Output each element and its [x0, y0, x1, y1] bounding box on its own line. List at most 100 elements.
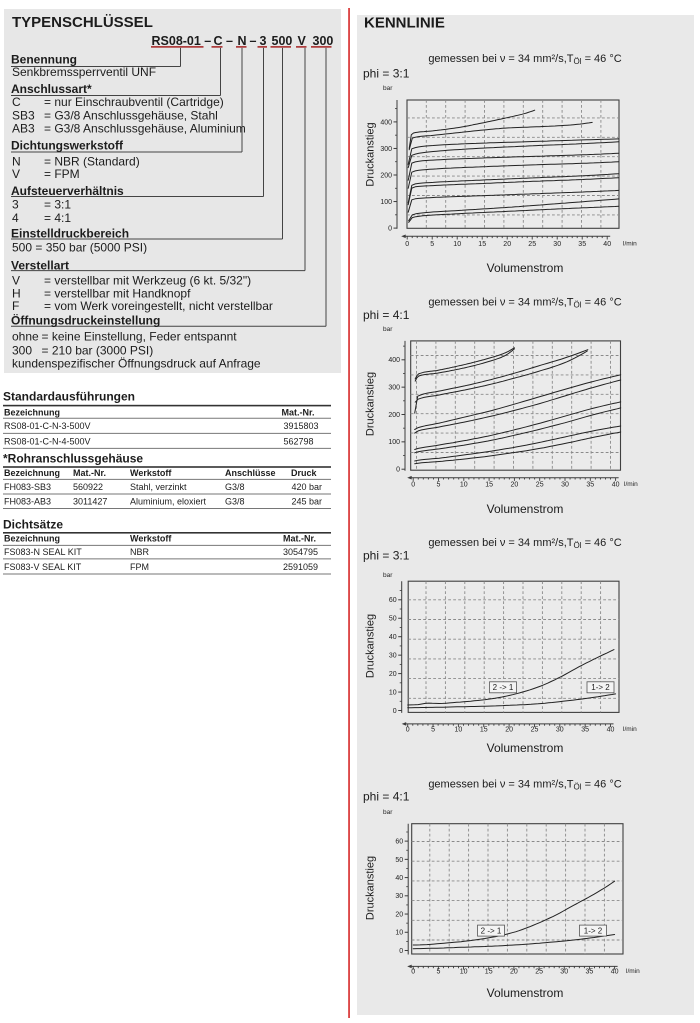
svg-text:560922: 560922	[73, 482, 103, 492]
svg-text:= 3:1: = 3:1	[44, 198, 71, 212]
svg-text:20: 20	[510, 969, 518, 976]
svg-text:Aluminium, eloxiert: Aluminium, eloxiert	[130, 497, 207, 507]
svg-text:15: 15	[478, 241, 486, 248]
svg-text:0: 0	[396, 467, 400, 474]
svg-text:FS083-V SEAL KIT: FS083-V SEAL KIT	[4, 562, 82, 572]
svg-text:gemessen bei ν = 34 mm²/s,TÖl: gemessen bei ν = 34 mm²/s,TÖl = 46 °C	[428, 53, 621, 66]
svg-text:300: 300	[380, 146, 392, 153]
svg-text:3054795: 3054795	[283, 547, 318, 557]
svg-text:3: 3	[12, 198, 19, 212]
svg-text:N: N	[238, 34, 247, 48]
svg-text:phi = 3:1: phi = 3:1	[363, 67, 410, 81]
svg-text:kundenspezifischer Öffnungsdru: kundenspezifischer Öffnungsdruck auf Anf…	[12, 356, 261, 370]
svg-text:–: –	[204, 34, 211, 48]
svg-text:NBR: NBR	[130, 547, 150, 557]
svg-text:Einstelldruckbereich: Einstelldruckbereich	[11, 227, 129, 241]
svg-text:20: 20	[511, 481, 519, 488]
svg-text:50: 50	[395, 857, 403, 864]
svg-text:245 bar: 245 bar	[291, 497, 322, 507]
svg-text:l/min: l/min	[624, 481, 638, 488]
svg-text:l/min: l/min	[623, 726, 637, 733]
svg-text:phi = 3:1: phi = 3:1	[363, 549, 410, 563]
svg-text:TYPENSCHLÜSSEL: TYPENSCHLÜSSEL	[12, 14, 153, 31]
svg-text:KENNLINIE: KENNLINIE	[364, 14, 445, 31]
svg-text:= G3/8 Anschlussgehäuse, Stahl: = G3/8 Anschlussgehäuse, Stahl	[44, 108, 218, 122]
svg-text:H: H	[12, 286, 21, 300]
svg-text:Mat.-Nr.: Mat.-Nr.	[282, 408, 315, 418]
svg-text:10: 10	[460, 969, 468, 976]
svg-text:Senkbremssperrventil UNF: Senkbremssperrventil UNF	[12, 65, 156, 79]
svg-text:Benennung: Benennung	[11, 52, 77, 66]
svg-text:= G3/8 Anschlussgehäuse, Alumi: = G3/8 Anschlussgehäuse, Aluminium	[44, 121, 246, 135]
svg-text:420 bar: 420 bar	[291, 482, 322, 492]
svg-text:300: 300	[313, 34, 334, 48]
svg-text:bar: bar	[383, 572, 393, 579]
svg-text:l/min: l/min	[626, 968, 640, 975]
svg-text:40: 40	[612, 481, 620, 488]
svg-text:25: 25	[528, 241, 536, 248]
svg-text:0: 0	[405, 241, 409, 248]
svg-text:50: 50	[389, 616, 397, 623]
svg-text:30: 30	[561, 481, 569, 488]
svg-text:RS08-01-C-N-4-500V: RS08-01-C-N-4-500V	[4, 436, 91, 446]
svg-text:SB3: SB3	[12, 108, 35, 122]
svg-text:V: V	[12, 273, 20, 287]
svg-text:10: 10	[453, 241, 461, 248]
svg-text:gemessen bei ν = 34 mm²/s,TÖl: gemessen bei ν = 34 mm²/s,TÖl = 46 °C	[428, 779, 621, 792]
svg-text:Dichtungswerkstoff: Dichtungswerkstoff	[11, 139, 124, 153]
svg-text:400: 400	[380, 119, 392, 126]
svg-text:0: 0	[411, 969, 415, 976]
svg-text:40: 40	[611, 969, 619, 976]
svg-text:3915803: 3915803	[284, 421, 319, 431]
svg-text:F: F	[12, 299, 19, 313]
svg-text:30: 30	[553, 241, 561, 248]
svg-text:Anschlüsse: Anschlüsse	[225, 468, 276, 478]
svg-text:562798: 562798	[284, 436, 314, 446]
svg-text:G3/8: G3/8	[225, 497, 245, 507]
svg-text:40: 40	[607, 727, 615, 734]
svg-text:2 -> 1: 2 -> 1	[481, 926, 502, 935]
svg-text:60: 60	[389, 597, 397, 604]
svg-text:–: –	[226, 34, 233, 48]
svg-text:500 = 350 bar (5000 PSI): 500 = 350 bar (5000 PSI)	[12, 241, 147, 255]
svg-text:0: 0	[406, 727, 410, 734]
svg-text:20: 20	[389, 671, 397, 678]
svg-text:V: V	[298, 34, 307, 48]
svg-text:V: V	[12, 167, 20, 181]
svg-text:Volumenstrom: Volumenstrom	[487, 741, 564, 755]
svg-text:40: 40	[395, 875, 403, 882]
svg-text:= 210 bar (3000 PSI): = 210 bar (3000 PSI)	[42, 344, 154, 358]
svg-text:Stahl, verzinkt: Stahl, verzinkt	[130, 482, 187, 492]
svg-text:Verstellart: Verstellart	[11, 258, 69, 272]
svg-text:100: 100	[380, 199, 392, 206]
svg-text:Bezeichnung: Bezeichnung	[4, 468, 60, 478]
svg-text:phi = 4:1: phi = 4:1	[363, 790, 410, 804]
svg-text:30: 30	[395, 893, 403, 900]
svg-text:gemessen bei ν = 34 mm²/s,TÖl: gemessen bei ν = 34 mm²/s,TÖl = 46 °C	[428, 297, 621, 310]
svg-text:300: 300	[12, 344, 32, 358]
svg-text:C: C	[12, 95, 21, 109]
svg-text:FH083-AB3: FH083-AB3	[4, 497, 51, 507]
svg-text:200: 200	[388, 412, 400, 419]
svg-text:= keine Einstellung, Feder ent: = keine Einstellung, Feder entspannt	[42, 330, 238, 344]
svg-text:N: N	[12, 155, 21, 169]
svg-text:Druckanstieg: Druckanstieg	[365, 614, 377, 678]
svg-text:ohne: ohne	[12, 330, 39, 344]
svg-text:Werkstoff: Werkstoff	[130, 468, 172, 478]
svg-text:Öffnungsdruckeinstellung: Öffnungsdruckeinstellung	[11, 313, 160, 328]
svg-text:500: 500	[272, 34, 293, 48]
svg-text:= verstellbar mit Handknopf: = verstellbar mit Handknopf	[44, 286, 191, 300]
svg-text:Standardausführungen: Standardausführungen	[3, 390, 135, 404]
svg-text:FPM: FPM	[130, 562, 149, 572]
svg-text:15: 15	[480, 727, 488, 734]
svg-text:AB3: AB3	[12, 121, 35, 135]
svg-text:15: 15	[485, 969, 493, 976]
svg-text:200: 200	[380, 172, 392, 179]
svg-text:= 4:1: = 4:1	[44, 211, 71, 225]
svg-text:Volumenstrom: Volumenstrom	[487, 986, 564, 1000]
svg-text:FS083-N SEAL KIT: FS083-N SEAL KIT	[4, 547, 82, 557]
svg-text:Bezeichnung: Bezeichnung	[4, 534, 60, 544]
svg-text:RS08-01: RS08-01	[152, 34, 201, 48]
svg-text:1-> 2: 1-> 2	[591, 683, 610, 692]
svg-text:30: 30	[556, 727, 564, 734]
